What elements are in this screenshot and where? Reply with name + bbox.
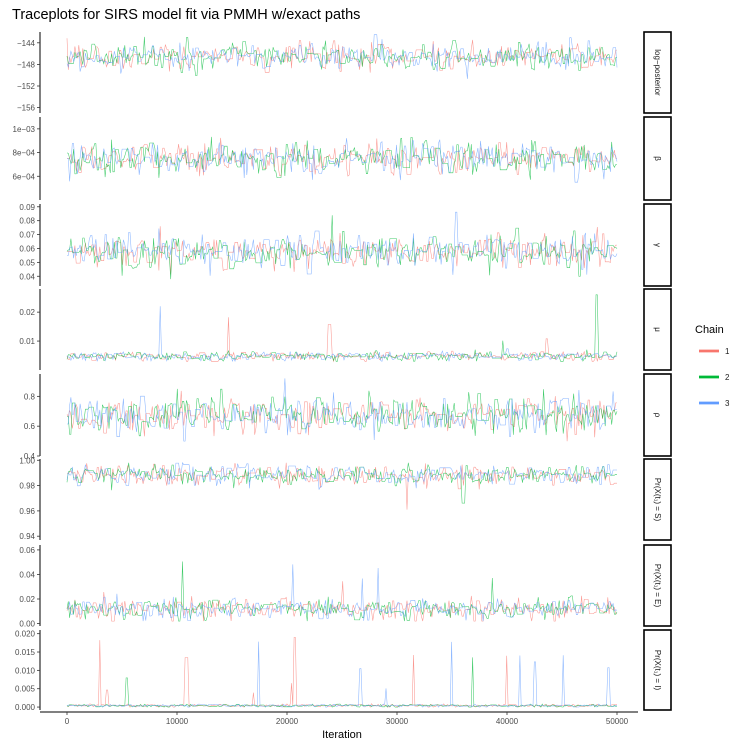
trace-series [66, 294, 618, 362]
y-tick-label: 0.010 [15, 666, 36, 675]
y-tick-label: 6e−04 [13, 172, 36, 181]
y-tick-label: 0.05 [19, 258, 35, 267]
y-tick-label: 0.02 [19, 595, 35, 604]
y-tick-label: 0.96 [19, 507, 35, 516]
facet-strip-label: Pr(X(t₁) = E) [653, 564, 662, 608]
trace-series [67, 138, 618, 183]
facet-panel: 0.01 0.02 μ [19, 288, 672, 371]
x-axis-title: Iteration [322, 729, 362, 741]
trace-series [66, 38, 617, 73]
facet-strip [643, 544, 672, 627]
facet-strip [643, 288, 672, 371]
facet-strip [643, 373, 672, 457]
y-tick-label: 0.94 [19, 532, 35, 541]
y-tick-label: 0.4 [24, 452, 36, 461]
facet-panel: 0.4 0.6 0.8 ρ [24, 373, 672, 461]
x-axis: 0 10000 20000 30000 40000 50000 [40, 711, 638, 726]
chart-title: Traceplots for SIRS model fit via PMMH w… [12, 7, 360, 23]
trace-series [66, 641, 617, 708]
facet-strip-label: log−posterior [653, 49, 662, 96]
facet-panel: 6e−04 8e−04 1e−03 β [13, 116, 672, 201]
trace-series [67, 211, 618, 276]
facet-panel: 0.04 0.05 0.06 0.07 0.08 0.09 γ [19, 203, 672, 287]
y-tick-label: −148 [17, 60, 36, 69]
trace-series [66, 34, 618, 79]
facet-strip-label: ρ [653, 413, 662, 418]
y-tick-label: 0.04 [19, 570, 35, 579]
trace-series [66, 215, 618, 280]
y-tick-label: −144 [17, 39, 36, 48]
facet-strip-label: μ [653, 327, 662, 332]
x-tick-label: 20000 [276, 717, 299, 726]
y-tick-label: 0.8 [24, 392, 36, 401]
trace-series [66, 136, 617, 180]
y-tick-label: 8e−04 [13, 149, 36, 158]
y-tick-label: 0.04 [19, 272, 35, 281]
y-tick-label: 1.00 [19, 456, 35, 465]
trace-series [67, 388, 618, 437]
facet-panels: −144 −148 −152 −156 log−posterior 6e−04 8e−04 1… [13, 31, 672, 712]
trace-series [66, 390, 617, 442]
legend-label: 2 [725, 373, 730, 382]
facet-panel: −144 −148 −152 −156 log−posterior [17, 31, 672, 114]
trace-series [67, 462, 617, 510]
y-tick-label: 0.06 [19, 244, 35, 253]
facet-strip [643, 116, 672, 201]
y-tick-label: −156 [17, 104, 36, 113]
facet-panel: 0.000 0.005 0.010 0.015 0.020 Pr(X(t₁) = I) [15, 629, 672, 712]
legend-title: Chain [695, 324, 724, 336]
facet-panel: 0.00 0.02 0.04 0.06 Pr(X(t₁) = E) [19, 544, 672, 629]
trace-series [66, 581, 617, 622]
facet-strip [643, 629, 672, 711]
y-tick-label: 0.02 [19, 308, 35, 317]
y-tick-label: 0.020 [15, 630, 36, 639]
trace-series [67, 637, 618, 708]
y-tick-label: 0.06 [19, 546, 35, 555]
y-tick-label: 0.98 [19, 482, 35, 491]
facet-strip-label: β [653, 156, 662, 161]
facet-strip-label: Pr(X(t₁) = S) [653, 478, 662, 522]
y-tick-label: 0.015 [15, 648, 36, 657]
facet-strip [643, 31, 672, 114]
facet-strip [643, 203, 672, 287]
x-tick-label: 0 [65, 717, 70, 726]
x-tick-label: 10000 [166, 717, 189, 726]
x-tick-label: 40000 [496, 717, 519, 726]
y-tick-label: 0.08 [19, 217, 35, 226]
y-tick-label: 0.00 [19, 620, 35, 629]
facet-strip [643, 458, 672, 541]
y-tick-label: 0.000 [15, 703, 36, 712]
facet-strip-label: Pr(X(t₁) = I) [653, 650, 662, 691]
y-tick-label: 1e−03 [13, 125, 36, 134]
trace-series [66, 564, 618, 622]
legend-label: 1 [725, 347, 730, 356]
trace-series [66, 462, 617, 490]
legend-label: 3 [725, 399, 730, 408]
legend: Chain 1 2 3 [695, 324, 730, 408]
x-tick-label: 50000 [606, 717, 629, 726]
x-tick-label: 30000 [386, 717, 409, 726]
trace-series [66, 306, 618, 363]
facet-strip-label: γ [653, 243, 662, 247]
y-tick-label: 0.09 [19, 203, 35, 212]
y-tick-label: 0.07 [19, 231, 35, 240]
y-tick-label: 0.01 [19, 337, 35, 346]
y-tick-label: 0.6 [24, 422, 36, 431]
trace-series [66, 657, 617, 708]
facet-panel: 0.94 0.96 0.98 1.00 Pr(X(t₁) = S) [19, 456, 672, 541]
trace-series [67, 378, 617, 442]
trace-series [66, 462, 617, 504]
y-tick-label: 0.005 [15, 685, 36, 694]
y-tick-label: −152 [17, 82, 36, 91]
